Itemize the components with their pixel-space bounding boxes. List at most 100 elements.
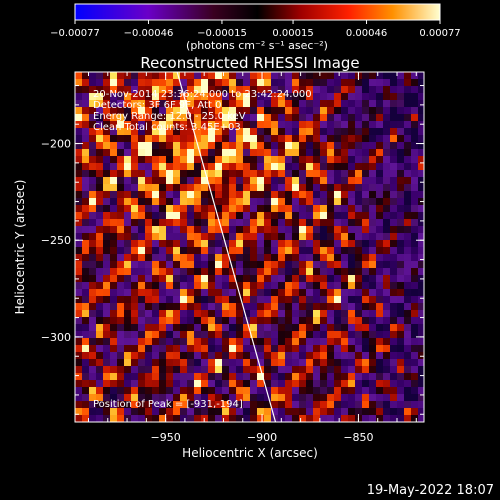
heatmap-cell [173,317,180,324]
heatmap-cell [152,114,159,121]
heatmap-cell [355,373,362,380]
heatmap-cell [89,156,96,163]
heatmap-cell [404,233,411,240]
heatmap-cell [89,338,96,345]
heatmap-cell [229,233,236,240]
heatmap-cell [334,247,341,254]
heatmap-cell [334,240,341,247]
heatmap-cell [306,324,313,331]
heatmap-cell [369,317,376,324]
heatmap-cell [159,387,166,394]
heatmap-cell [152,415,159,422]
heatmap-cell [278,254,285,261]
heatmap-cell [355,107,362,114]
heatmap-cell [355,191,362,198]
heatmap-cell [117,310,124,317]
heatmap-cell [89,177,96,184]
heatmap-cell [285,86,292,93]
heatmap-cell [257,142,264,149]
heatmap-cell [180,247,187,254]
heatmap-cell [187,191,194,198]
heatmap-cell [159,114,166,121]
heatmap-cell [257,219,264,226]
heatmap-cell [103,128,110,135]
heatmap-cell [173,352,180,359]
heatmap-cell [229,198,236,205]
heatmap-cell [320,282,327,289]
heatmap-cell [187,121,194,128]
heatmap-cell [215,254,222,261]
heatmap-cell [250,254,257,261]
heatmap-cell [362,338,369,345]
heatmap-cell [75,296,82,303]
heatmap-cell [194,317,201,324]
heatmap-cell [110,366,117,373]
heatmap-cell [138,268,145,275]
heatmap-cell [166,324,173,331]
heatmap-cell [278,373,285,380]
heatmap-cell [320,219,327,226]
heatmap-cell [369,72,376,79]
heatmap-cell [348,135,355,142]
heatmap-cell [117,72,124,79]
heatmap-cell [362,380,369,387]
heatmap-cell [334,401,341,408]
heatmap-cell [131,394,138,401]
heatmap-cell [348,93,355,100]
heatmap-cell [411,345,418,352]
heatmap-cell [264,352,271,359]
heatmap-cell [166,205,173,212]
heatmap-cell [201,212,208,219]
heatmap-cell [166,72,173,79]
heatmap-cell [376,303,383,310]
heatmap-cell [411,191,418,198]
heatmap-cell [376,128,383,135]
heatmap-cell [285,142,292,149]
heatmap-cell [117,387,124,394]
heatmap-cell [243,289,250,296]
heatmap-cell [327,219,334,226]
heatmap-cell [313,401,320,408]
heatmap-cell [215,380,222,387]
heatmap-cell [124,408,131,415]
heatmap-cell [75,205,82,212]
heatmap-cell [138,373,145,380]
heatmap-cell [89,275,96,282]
heatmap-cell [376,366,383,373]
heatmap-cell [271,219,278,226]
heatmap-cell [103,170,110,177]
heatmap-cell [180,380,187,387]
heatmap-cell [152,380,159,387]
heatmap-cell [145,128,152,135]
heatmap-cell [376,205,383,212]
heatmap-cell [117,380,124,387]
heatmap-cell [159,408,166,415]
heatmap-cell [320,247,327,254]
heatmap-cell [173,394,180,401]
heatmap-cell [320,184,327,191]
heatmap-cell [117,142,124,149]
heatmap-cell [376,296,383,303]
heatmap-cell [250,121,257,128]
heatmap-cell [313,345,320,352]
heatmap-cell [327,380,334,387]
heatmap-cell [180,233,187,240]
heatmap-cell [152,261,159,268]
heatmap-cell [348,100,355,107]
heatmap-cell [117,107,124,114]
heatmap-cell [271,198,278,205]
heatmap-cell [138,177,145,184]
heatmap-cell [173,289,180,296]
heatmap-cell [271,86,278,93]
heatmap-cell [82,156,89,163]
heatmap-cell [397,240,404,247]
heatmap-cell [418,366,424,373]
heatmap-cell [166,114,173,121]
heatmap-cell [159,233,166,240]
heatmap-cell [341,373,348,380]
heatmap-cell [271,359,278,366]
heatmap-cell [278,296,285,303]
heatmap-cell [75,114,82,121]
heatmap-cell [103,254,110,261]
heatmap-cell [194,177,201,184]
